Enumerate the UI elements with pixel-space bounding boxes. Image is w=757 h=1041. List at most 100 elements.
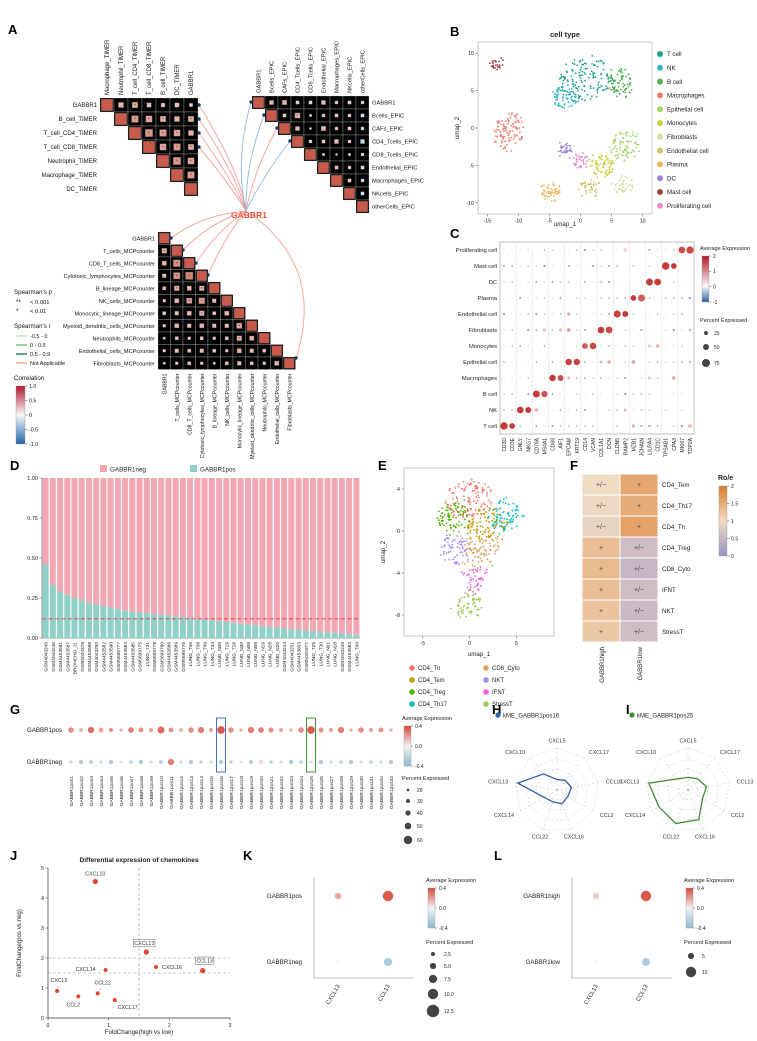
svg-text:GABBR1: GABBR1 bbox=[372, 101, 396, 107]
svg-text:CD4_Tcells_EPIC: CD4_Tcells_EPIC bbox=[296, 47, 302, 93]
svg-text:T_cell_CD4_TIMER: T_cell_CD4_TIMER bbox=[133, 41, 139, 95]
svg-text:75: 75 bbox=[714, 361, 720, 367]
svg-text:GSM4453587: GSM4453587 bbox=[65, 642, 71, 672]
svg-text:GSM4453603: GSM4453603 bbox=[297, 642, 303, 672]
svg-text:0.50: 0.50 bbox=[27, 556, 38, 562]
svg-text:*: * bbox=[201, 298, 203, 303]
svg-text:Macrophage_TIMER: Macrophage_TIMER bbox=[42, 173, 98, 179]
epic-corrplot: * GABBR1 Bcells_EPIC CAFs_EPIC CD4_Tcells_EP… bbox=[251, 41, 424, 214]
svg-text:*: * bbox=[162, 145, 164, 150]
svg-text:CXCL13: CXCL13 bbox=[619, 779, 639, 785]
svg-text:0.25: 0.25 bbox=[27, 596, 38, 602]
svg-text:IFNT: IFNT bbox=[662, 587, 676, 594]
svg-text:Epithelial cell: Epithelial cell bbox=[667, 106, 703, 113]
svg-text:LUNG_T00: LUNG_T00 bbox=[354, 642, 360, 667]
svg-text:GABBR1pos13: GABBR1pos13 bbox=[189, 776, 195, 809]
svg-text:NKcells_EPIC: NKcells_EPIC bbox=[372, 192, 408, 198]
svg-text:CXCL16: CXCL16 bbox=[695, 835, 715, 841]
panel-i-radar-pos25: kME_GABBR1pos25 CXCL5 CXCL17 CCL13 CCL2 CXCL1… bbox=[619, 712, 753, 841]
svg-text:umap_1: umap_1 bbox=[554, 221, 577, 228]
svg-text:LUNG_N06: LUNG_N06 bbox=[217, 642, 223, 667]
svg-text:CD3D: CD3D bbox=[502, 438, 508, 452]
svg-text:GSM4043249: GSM4043249 bbox=[340, 642, 346, 672]
svg-text:0.4: 0.4 bbox=[415, 724, 422, 730]
svg-text:10.0: 10.0 bbox=[444, 992, 454, 998]
svg-text:*: * bbox=[176, 286, 178, 291]
svg-text:-0.5 - 0: -0.5 - 0 bbox=[30, 334, 47, 340]
svg-text:LUNG_N09: LUNG_N09 bbox=[253, 642, 259, 667]
svg-text:DC: DC bbox=[667, 175, 676, 182]
svg-text:GSM5020379: GSM5020379 bbox=[80, 642, 86, 672]
svg-text:StressT: StressT bbox=[662, 629, 684, 636]
svg-text:Endothelial cell: Endothelial cell bbox=[667, 148, 709, 155]
svg-text:LUNG_N19: LUNG_N19 bbox=[260, 642, 266, 667]
svg-text:GNLY: GNLY bbox=[518, 437, 524, 451]
svg-text:+: + bbox=[637, 524, 641, 531]
svg-text:Percent Expressed: Percent Expressed bbox=[402, 776, 449, 782]
svg-text:Plasma: Plasma bbox=[667, 162, 688, 169]
panel-label-a: A bbox=[8, 22, 18, 37]
svg-text:Myeloid_dendritic_cells_MCPcou: Myeloid_dendritic_cells_MCPcounter bbox=[250, 373, 256, 459]
svg-text:Not Applicable: Not Applicable bbox=[30, 361, 65, 367]
svg-text:StressT: StressT bbox=[492, 702, 513, 708]
svg-text:CD3E: CD3E bbox=[510, 437, 516, 451]
svg-text:*: * bbox=[176, 261, 178, 266]
svg-text:LUNG_N08: LUNG_N08 bbox=[246, 642, 252, 667]
svg-text:Correlation: Correlation bbox=[14, 375, 45, 382]
panel-label-h: H bbox=[492, 702, 502, 717]
svg-text:GABBR1pos23: GABBR1pos23 bbox=[289, 776, 295, 809]
panel-f-roe-heatmap: +/− + CD4_Tem +/− + CD4_Th17 +/− + CD4_Tn + +/− CD4… bbox=[581, 473, 738, 683]
svg-text:5: 5 bbox=[610, 219, 613, 225]
svg-text:CD79A: CD79A bbox=[534, 437, 540, 454]
svg-text:+: + bbox=[599, 566, 603, 573]
svg-text:0: 0 bbox=[29, 413, 32, 419]
svg-text:GSM4453586: GSM4453586 bbox=[166, 642, 172, 672]
svg-text:CD8_T_cells_MCPcounter: CD8_T_cells_MCPcounter bbox=[187, 373, 193, 435]
svg-text:GABBR1pos18: GABBR1pos18 bbox=[239, 776, 245, 809]
svg-text:Macrophages_EPIC: Macrophages_EPIC bbox=[372, 179, 424, 185]
svg-text:GSM4043250: GSM4043250 bbox=[94, 642, 100, 672]
svg-text:*: * bbox=[201, 286, 203, 291]
svg-text:-5: -5 bbox=[469, 163, 474, 169]
svg-text:GSM4453590: GSM4453590 bbox=[109, 642, 115, 672]
svg-text:*: * bbox=[176, 273, 178, 278]
svg-text:T cell: T cell bbox=[667, 51, 682, 58]
panel-label-i: I bbox=[626, 702, 630, 717]
svg-text:< 0.01: < 0.01 bbox=[30, 309, 46, 315]
svg-text:Fibroblasts: Fibroblasts bbox=[667, 134, 697, 141]
svg-text:umap_1: umap_1 bbox=[468, 651, 491, 658]
svg-text:*: * bbox=[190, 117, 192, 122]
svg-text:CXCL16: CXCL16 bbox=[162, 965, 182, 971]
svg-text:CCL2: CCL2 bbox=[67, 1002, 81, 1008]
svg-text:GABBR1high: GABBR1high bbox=[600, 647, 606, 683]
svg-text:CXCL10: CXCL10 bbox=[85, 872, 105, 878]
svg-text:GABBR1pos20: GABBR1pos20 bbox=[259, 776, 265, 809]
panel-label-g: G bbox=[10, 702, 21, 717]
svg-text:GSM4453589: GSM4453589 bbox=[174, 642, 180, 672]
svg-text:GABBR1pos21: GABBR1pos21 bbox=[269, 776, 275, 809]
panel-label-e: E bbox=[378, 458, 387, 473]
svg-text:CD4_Th17: CD4_Th17 bbox=[418, 702, 448, 708]
svg-text:Average Expression: Average Expression bbox=[700, 246, 750, 252]
svg-text:Differential expression of che: Differential expression of chemokines bbox=[79, 857, 198, 864]
svg-text:1.5: 1.5 bbox=[731, 502, 738, 508]
svg-text:5: 5 bbox=[41, 866, 44, 872]
svg-text:GABBR1pos: GABBR1pos bbox=[200, 467, 236, 474]
svg-text:B_cell_TIMER: B_cell_TIMER bbox=[161, 56, 167, 95]
svg-text:-0.4: -0.4 bbox=[415, 764, 424, 770]
svg-text:IFNT: IFNT bbox=[492, 690, 506, 696]
panel-b-celltype-umap: cell type -15 -10 -5 0 5 10 -10 -5 0 5 10 umap_1 umap… bbox=[454, 30, 711, 228]
svg-text:LUNG_T28: LUNG_T28 bbox=[232, 642, 238, 667]
umap-points bbox=[489, 55, 640, 202]
svg-text:Myeloid_dendritic_cells_MCPcou: Myeloid_dendritic_cells_MCPcounter bbox=[63, 324, 155, 330]
svg-text:CD8_Cyto: CD8_Cyto bbox=[492, 666, 520, 672]
svg-text:GABBR1neg: GABBR1neg bbox=[110, 467, 147, 474]
svg-text:CD1C: CD1C bbox=[656, 438, 662, 452]
svg-text:LUNG_T08: LUNG_T08 bbox=[195, 642, 201, 667]
svg-text:*: * bbox=[176, 131, 178, 136]
svg-text:CPA3: CPA3 bbox=[672, 438, 678, 451]
svg-text:T_cells_MCPcounter: T_cells_MCPcounter bbox=[175, 373, 181, 421]
panel-label-b: B bbox=[450, 24, 460, 39]
svg-text:GABBR1pos29: GABBR1pos29 bbox=[349, 776, 355, 809]
